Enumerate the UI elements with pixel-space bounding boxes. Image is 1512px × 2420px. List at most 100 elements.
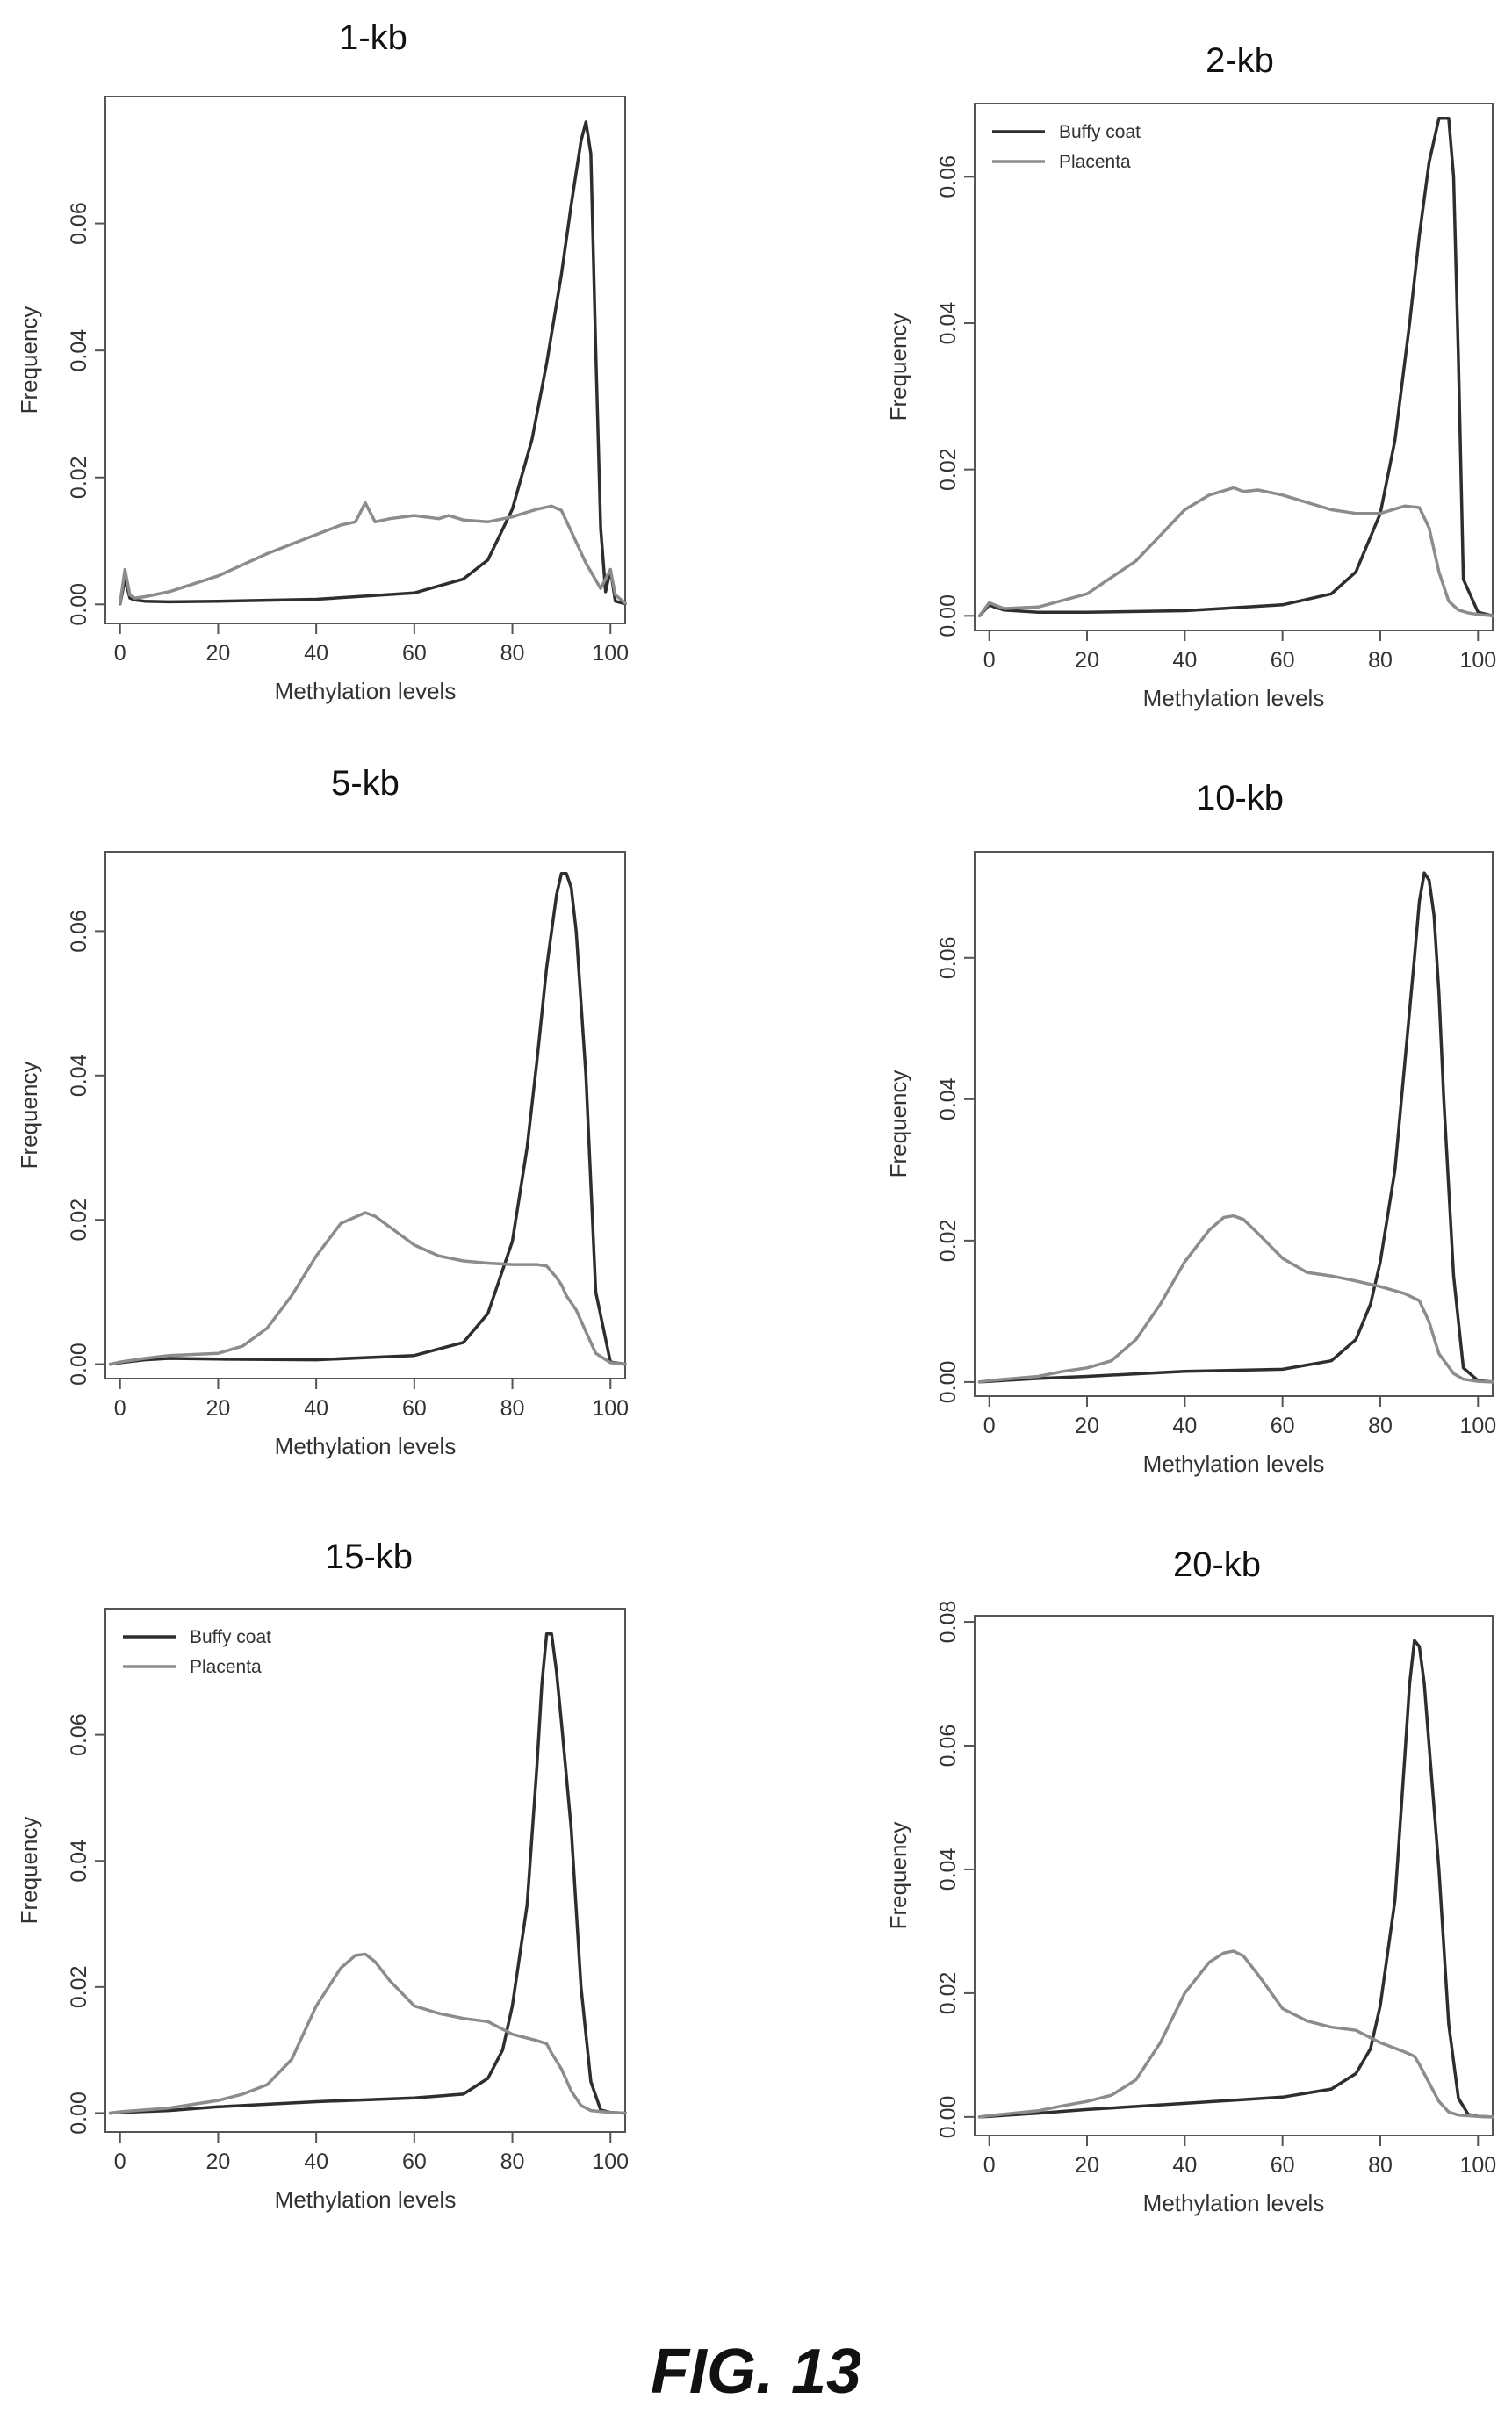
series-line-buffy-coat: [108, 871, 627, 1366]
x-tick-label: 100: [592, 2150, 629, 2174]
y-tick-label: 0.00: [67, 1343, 91, 1386]
x-axis-title: Methylation levels: [1143, 2190, 1325, 2216]
y-tick-label: 0.00: [67, 2092, 91, 2135]
x-axis-title: Methylation levels: [1143, 1451, 1325, 1477]
series-line-placenta: [977, 1214, 1494, 1384]
x-tick-label: 80: [500, 1396, 525, 1421]
x-tick-label: 80: [1368, 2153, 1393, 2178]
series-line-buffy-coat: [977, 116, 1494, 618]
x-tick-label: 20: [1075, 1414, 1099, 1438]
x-tick-label: 40: [1172, 1414, 1197, 1438]
y-tick-label: 0.00: [936, 2096, 961, 2139]
y-tick-label: 0.04: [67, 1054, 91, 1097]
y-tick-label: 0.04: [936, 302, 961, 345]
chart-panel-5-kb: 5-kb 0 20 40 60 80 100 0.00 0.02 0.04 0.06 Methylat…: [16, 764, 629, 1459]
x-tick-label: 20: [206, 1396, 231, 1421]
x-tick-label: 0: [114, 2150, 126, 2174]
y-tick-label: 0.06: [67, 202, 91, 245]
y-tick-label: 0.08: [936, 1601, 961, 1644]
chart-title: 1-kb: [339, 18, 407, 57]
chart-title: 2-kb: [1206, 41, 1274, 80]
chart-title: 20-kb: [1173, 1545, 1261, 1584]
x-tick-label: 100: [1459, 1414, 1496, 1438]
x-tick-label: 20: [206, 2150, 231, 2174]
y-tick-label: 0.00: [936, 594, 961, 637]
x-axis-title: Methylation levels: [275, 2186, 457, 2213]
x-tick-label: 60: [1271, 648, 1295, 673]
y-tick-label: 0.06: [67, 910, 91, 953]
x-tick-label: 20: [1075, 648, 1099, 673]
chart-panel-15-kb: 15-kb 0 20 40 60 80 100 0.00 0.02 0.04 0.06 Methyla…: [16, 1538, 629, 2213]
y-tick-label: 0.04: [936, 1077, 961, 1120]
y-tick-label: 0.00: [67, 583, 91, 626]
chart-panel-1-kb: 1-kb 0 20 40 60 80 100 0.00 0.02 0.04 0.06 Methylat…: [16, 18, 629, 704]
legend-label: Placenta: [1059, 152, 1131, 172]
x-tick-label: 20: [206, 641, 231, 666]
x-tick-label: 20: [1075, 2153, 1099, 2178]
y-tick-label: 0.06: [67, 1713, 91, 1756]
x-tick-label: 100: [592, 1396, 629, 1421]
plot-frame: [974, 851, 1494, 1397]
y-axis-title: Frequency: [885, 1822, 911, 1930]
x-tick-label: 100: [1459, 648, 1496, 673]
x-tick-label: 40: [304, 2150, 328, 2174]
x-tick-label: 60: [402, 2150, 427, 2174]
chart-panel-20-kb: 20-kb 0 20 40 60 80 100 0.00 0.02 0.04 0.06 0.08 Met…: [885, 1545, 1496, 2216]
series-line-placenta: [108, 1211, 627, 1366]
x-tick-label: 80: [1368, 1414, 1393, 1438]
chart-panel-2-kb: 2-kb 0 20 40 60 80 100 0.00 0.02 0.04 0.06 Methylat…: [885, 41, 1496, 711]
chart-title: 5-kb: [331, 764, 400, 803]
x-tick-label: 0: [983, 648, 996, 673]
x-tick-label: 40: [1172, 648, 1197, 673]
y-axis-title: Frequency: [885, 1070, 911, 1178]
y-tick-label: 0.00: [936, 1361, 961, 1404]
x-tick-label: 80: [500, 2150, 525, 2174]
y-axis-title: Frequency: [16, 1062, 42, 1170]
x-tick-label: 40: [1172, 2153, 1197, 2178]
x-tick-label: 40: [304, 1396, 328, 1421]
figure-caption: FIG. 13: [650, 2337, 862, 2407]
legend-label: Buffy coat: [190, 1627, 271, 1647]
plot-frame: [974, 1615, 1494, 2136]
plot-frame: [974, 103, 1494, 631]
y-tick-label: 0.02: [936, 1972, 961, 2015]
series-line-buffy-coat: [977, 871, 1494, 1384]
x-tick-label: 60: [402, 1396, 427, 1421]
legend-label: Buffy coat: [1059, 122, 1141, 142]
y-tick-label: 0.04: [67, 329, 91, 372]
x-tick-label: 60: [402, 641, 427, 666]
series-line-placenta: [108, 1952, 627, 2115]
series-line-buffy-coat: [977, 1639, 1494, 2119]
x-tick-label: 100: [1459, 2153, 1496, 2178]
x-axis-title: Methylation levels: [275, 1433, 457, 1459]
x-tick-label: 60: [1271, 2153, 1295, 2178]
series-line-buffy-coat: [119, 120, 627, 606]
plot-frame: [104, 1608, 626, 2133]
series-line-placenta: [977, 486, 1494, 618]
y-tick-label: 0.02: [67, 1966, 91, 2009]
series-line-placenta: [977, 1949, 1494, 2119]
y-tick-label: 0.06: [936, 155, 961, 198]
legend-label: Placenta: [190, 1657, 262, 1677]
x-tick-label: 0: [114, 641, 126, 666]
x-tick-label: 0: [983, 1414, 996, 1438]
chart-title: 15-kb: [325, 1538, 413, 1576]
y-tick-label: 0.02: [67, 456, 91, 499]
series-line-buffy-coat: [108, 1631, 627, 2115]
y-tick-label: 0.04: [936, 1848, 961, 1891]
y-axis-title: Frequency: [16, 306, 42, 414]
plot-frame: [104, 96, 626, 624]
x-tick-label: 0: [983, 2153, 996, 2178]
y-tick-label: 0.06: [936, 936, 961, 979]
series-line-placenta: [119, 501, 627, 605]
x-tick-label: 80: [1368, 648, 1393, 673]
x-tick-label: 60: [1271, 1414, 1295, 1438]
y-tick-label: 0.02: [936, 448, 961, 491]
x-axis-title: Methylation levels: [275, 678, 457, 704]
x-axis-title: Methylation levels: [1143, 685, 1325, 711]
y-tick-label: 0.02: [67, 1199, 91, 1242]
chart-panel-10-kb: 10-kb 0 20 40 60 80 100 0.00 0.02 0.04 0.06 Methyla…: [885, 779, 1496, 1477]
x-tick-label: 40: [304, 641, 328, 666]
chart-title: 10-kb: [1196, 779, 1284, 817]
